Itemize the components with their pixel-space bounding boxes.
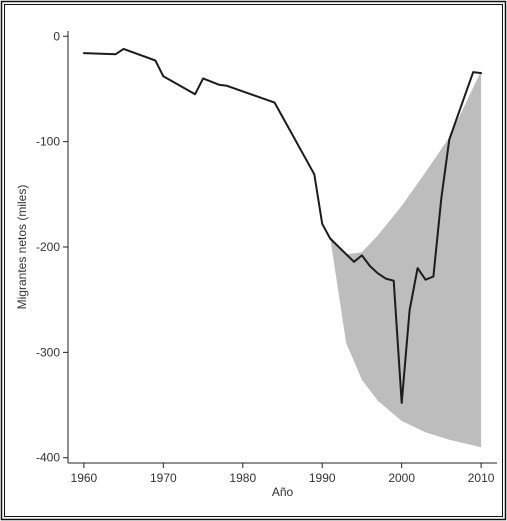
y-ticks: 0 -100 -200 -300 -400 <box>36 29 68 465</box>
x-tick-label: 1970 <box>150 471 177 485</box>
x-ticks: 1960 1970 1980 1990 2000 2010 <box>71 463 495 485</box>
series-line-0 <box>82 47 483 404</box>
x-tick-label: 1990 <box>309 471 336 485</box>
x-tick-label: 2010 <box>468 471 495 485</box>
y-axis-title: Migrantes netos (miles) <box>15 185 29 310</box>
plot-layer <box>82 47 483 448</box>
uncertainty-band <box>330 71 482 448</box>
x-tick-label: 1980 <box>229 471 256 485</box>
y-tick-label: 0 <box>53 29 60 43</box>
x-axis-title: Año <box>272 485 294 499</box>
x-tick-label: 1960 <box>71 471 98 485</box>
chart-inner-frame <box>4 4 503 517</box>
y-tick-label: -300 <box>36 345 60 359</box>
y-tick-label: -400 <box>36 451 60 465</box>
y-tick-label: -200 <box>36 240 60 254</box>
x-tick-label: 2000 <box>388 471 415 485</box>
y-tick-label: -100 <box>36 135 60 149</box>
